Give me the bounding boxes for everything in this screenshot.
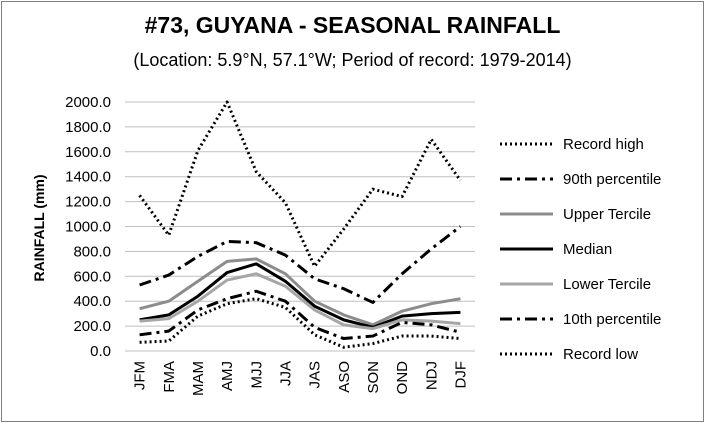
legend-label: 90th percentile	[563, 171, 661, 188]
x-tick-label: OND	[394, 361, 411, 395]
y-tick-label: 2000.0	[65, 94, 111, 111]
series-line	[139, 225, 462, 304]
x-tick-label: AMJ	[219, 361, 236, 391]
y-tick-label: 0.0	[90, 343, 111, 360]
y-tick-label: 1200.0	[65, 194, 111, 211]
y-tick-label: 800.0	[73, 243, 111, 260]
legend: Record high 90th percentile Upper Tercile M…	[500, 136, 661, 363]
series-line	[139, 257, 461, 327]
series-lines	[138, 100, 462, 349]
legend-label: Record high	[563, 136, 644, 153]
y-tick-label: 600.0	[73, 268, 111, 285]
y-tick-label: 1600.0	[65, 144, 111, 161]
grid-lines	[125, 101, 475, 352]
series-line	[139, 297, 461, 349]
x-tick-label: JFM	[132, 361, 149, 390]
y-tick-label: 1800.0	[65, 119, 111, 136]
x-tick-label: FMA	[161, 361, 178, 393]
x-tick-label: DJF	[452, 361, 469, 389]
legend-label: 10th percentile	[563, 311, 661, 328]
x-tick-label: NDJ	[423, 361, 440, 390]
chart-title: #73, GUYANA - SEASONAL RAINFALL	[144, 12, 561, 38]
y-tick-label: 400.0	[73, 293, 111, 310]
x-tick-label: MAM	[190, 361, 207, 396]
x-tick-label: JAS	[307, 361, 324, 389]
x-tick-label: ASO	[336, 361, 353, 393]
x-tick-label: JJA	[277, 361, 294, 386]
y-axis-label: RAINFALL (mm)	[31, 174, 47, 281]
y-tick-label: 1400.0	[65, 169, 111, 186]
y-tick-labels: 0.0 200.0 400.0 600.0 800.0 1000.0 1200.0 1400.…	[65, 94, 111, 360]
legend-label: Record low	[563, 346, 638, 363]
x-tick-label: SON	[365, 361, 382, 394]
y-tick-label: 1000.0	[65, 219, 111, 236]
legend-label: Upper Tercile	[563, 206, 651, 223]
chart-subtitle: (Location: 5.9°N, 57.1°W; Period of reco…	[133, 50, 572, 70]
x-tick-labels: JFM FMA MAM AMJ MJJ JJA JAS ASO SON OND NDJ DJF	[132, 361, 470, 396]
legend-label: Median	[563, 241, 612, 258]
legend-label: Lower Tercile	[563, 276, 651, 293]
y-tick-label: 200.0	[73, 318, 111, 335]
series-line	[138, 100, 462, 268]
x-tick-label: MJJ	[248, 361, 265, 389]
series-line	[139, 289, 461, 341]
series-line	[139, 262, 461, 329]
series-line	[139, 272, 461, 331]
